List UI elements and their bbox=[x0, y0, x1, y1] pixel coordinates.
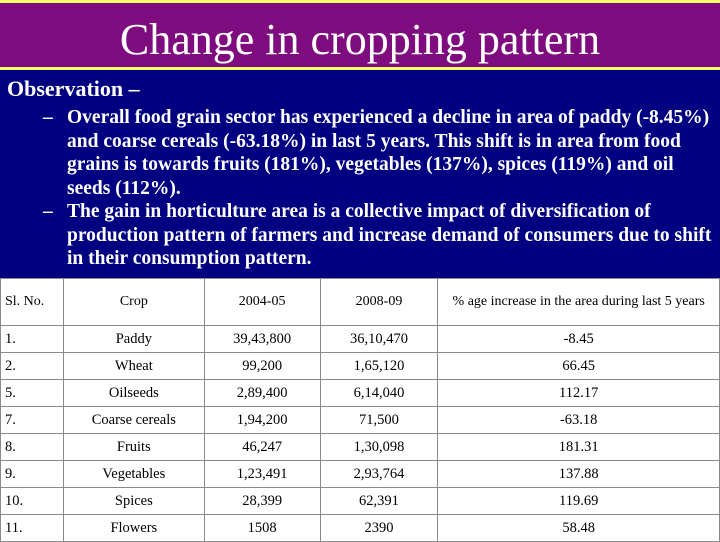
header-crop: Crop bbox=[62, 278, 205, 326]
header-2004-05: 2004-05 bbox=[203, 278, 321, 326]
cell-2008-09: 36,10,470 bbox=[319, 325, 439, 353]
table-row: 2. Wheat 99,200 1,65,120 66.45 bbox=[0, 352, 720, 380]
cell-2004-05: 46,247 bbox=[203, 433, 321, 461]
observation-bullet: – The gain in horticulture area is a col… bbox=[43, 200, 713, 271]
table-row: 1. Paddy 39,43,800 36,10,470 -8.45 bbox=[0, 325, 720, 353]
slide-title: Change in cropping pattern bbox=[119, 15, 601, 64]
cell-2008-09: 1,65,120 bbox=[319, 352, 439, 380]
bullet-dash: – bbox=[43, 201, 53, 222]
header-percent-increase: % age increase in the area during last 5… bbox=[437, 278, 720, 326]
cell-crop: Fruits bbox=[62, 433, 205, 461]
cell-crop: Flowers bbox=[62, 514, 205, 542]
bullet-text: Overall food grain sector has experience… bbox=[67, 107, 710, 199]
cell-crop: Spices bbox=[62, 487, 205, 515]
cell-percent-increase: 66.45 bbox=[437, 352, 720, 380]
cell-percent-increase: -63.18 bbox=[437, 406, 720, 434]
table-header-row: Sl. No. Crop 2004-05 2008-09 % age incre… bbox=[0, 278, 720, 326]
cell-2004-05: 39,43,800 bbox=[203, 325, 321, 353]
cell-sl-no: 5. bbox=[0, 379, 64, 407]
table-row: 10. Spices 28,399 62,391 119.69 bbox=[0, 487, 720, 515]
table-body: 1. Paddy 39,43,800 36,10,470 -8.45 2. Wheat 99,… bbox=[0, 325, 720, 542]
cell-crop: Coarse cereals bbox=[62, 406, 205, 434]
cell-sl-no: 9. bbox=[0, 460, 64, 488]
cropping-table: Sl. No. Crop 2004-05 2008-09 % age incre… bbox=[0, 278, 720, 542]
table-row: 5. Oilseeds 2,89,400 6,14,040 112.17 bbox=[0, 379, 720, 407]
cell-sl-no: 2. bbox=[0, 352, 64, 380]
cell-2008-09: 2390 bbox=[319, 514, 439, 542]
observation-list: – Overall food grain sector has experien… bbox=[43, 106, 713, 271]
header-2008-09: 2008-09 bbox=[319, 278, 439, 326]
cell-2008-09: 62,391 bbox=[319, 487, 439, 515]
observation-heading: Observation – bbox=[7, 76, 140, 101]
cell-2008-09: 6,14,040 bbox=[319, 379, 439, 407]
cell-crop: Vegetables bbox=[62, 460, 205, 488]
table-row: 9. Vegetables 1,23,491 2,93,764 137.88 bbox=[0, 460, 720, 488]
cell-percent-increase: 58.48 bbox=[437, 514, 720, 542]
cell-percent-increase: 112.17 bbox=[437, 379, 720, 407]
cell-sl-no: 11. bbox=[0, 514, 64, 542]
cell-percent-increase: 119.69 bbox=[437, 487, 720, 515]
table-row: 7. Coarse cereals 1,94,200 71,500 -63.18 bbox=[0, 406, 720, 434]
cell-sl-no: 7. bbox=[0, 406, 64, 434]
cell-2004-05: 28,399 bbox=[203, 487, 321, 515]
cell-sl-no: 1. bbox=[0, 325, 64, 353]
cell-2004-05: 2,89,400 bbox=[203, 379, 321, 407]
cell-percent-increase: 181.31 bbox=[437, 433, 720, 461]
header-sl-no: Sl. No. bbox=[0, 278, 64, 326]
bullet-text: The gain in horticulture area is a colle… bbox=[67, 201, 712, 269]
cell-2008-09: 71,500 bbox=[319, 406, 439, 434]
cell-2004-05: 99,200 bbox=[203, 352, 321, 380]
table-row: 8. Fruits 46,247 1,30,098 181.31 bbox=[0, 433, 720, 461]
cell-sl-no: 10. bbox=[0, 487, 64, 515]
cell-percent-increase: 137.88 bbox=[437, 460, 720, 488]
cell-crop: Paddy bbox=[62, 325, 205, 353]
cell-2008-09: 1,30,098 bbox=[319, 433, 439, 461]
cell-crop: Wheat bbox=[62, 352, 205, 380]
table-row: 11. Flowers 1508 2390 58.48 bbox=[0, 514, 720, 542]
cell-percent-increase: -8.45 bbox=[437, 325, 720, 353]
title-bar: Change in cropping pattern bbox=[0, 0, 720, 70]
cell-2004-05: 1,23,491 bbox=[203, 460, 321, 488]
observation-bullet: – Overall food grain sector has experien… bbox=[43, 106, 713, 200]
cell-2008-09: 2,93,764 bbox=[319, 460, 439, 488]
cell-sl-no: 8. bbox=[0, 433, 64, 461]
cell-2004-05: 1,94,200 bbox=[203, 406, 321, 434]
cell-2004-05: 1508 bbox=[203, 514, 321, 542]
bullet-dash: – bbox=[43, 107, 53, 128]
cell-crop: Oilseeds bbox=[62, 379, 205, 407]
